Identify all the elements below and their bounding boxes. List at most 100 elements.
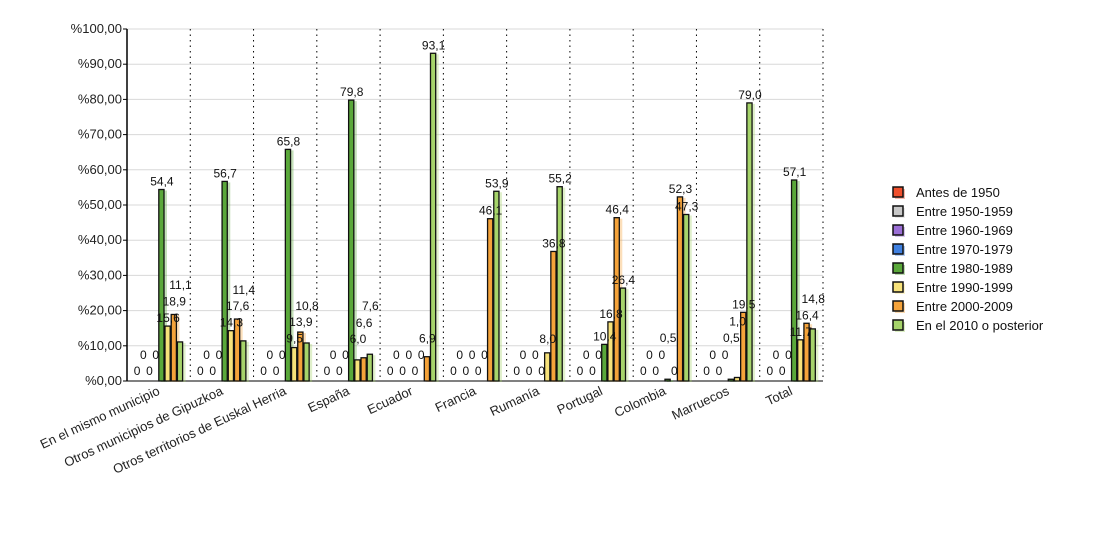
bar (550, 250, 557, 382)
bar (164, 325, 171, 382)
data-label: 17,6 (226, 299, 250, 313)
bar (233, 318, 241, 382)
data-label: 11,7 (790, 325, 813, 339)
data-label: 19,5 (732, 297, 756, 311)
bar (740, 311, 747, 382)
x-tick-label: España (305, 383, 352, 416)
bar (613, 217, 620, 382)
data-label: 0 (336, 364, 343, 378)
data-label: 47,3 (675, 200, 699, 214)
data-label: 0 (456, 348, 463, 362)
data-label: 16,8 (599, 307, 623, 321)
data-label: 10,4 (593, 329, 617, 343)
legend-swatch (892, 205, 904, 217)
bar (176, 341, 184, 382)
legend-label: Entre 1970-1979 (916, 242, 1013, 257)
bar (733, 376, 741, 382)
data-label: 0 (134, 364, 141, 378)
data-label: 10,8 (295, 299, 319, 313)
data-label: 0 (399, 364, 406, 378)
bar (493, 190, 500, 382)
data-label: 26,4 (612, 273, 636, 287)
data-label: 53,9 (485, 176, 509, 190)
data-label: 0,5 (660, 331, 677, 345)
data-label: 0 (216, 348, 223, 362)
data-label: 18,9 (163, 294, 187, 308)
data-label: 11,4 (233, 283, 256, 297)
data-label: 56,7 (213, 166, 237, 180)
legend-swatch (892, 224, 904, 236)
data-label: 9,5 (286, 332, 303, 346)
grid (123, 28, 824, 382)
data-labels: 000054,415,618,911,1000056,714,317,611,4… (134, 38, 825, 378)
legend-label: Entre 1950-1959 (916, 204, 1013, 219)
data-label: 0 (197, 364, 204, 378)
data-label: 0 (716, 364, 723, 378)
data-label: 0 (709, 348, 716, 362)
data-label: 0 (342, 348, 349, 362)
legend-swatch (892, 281, 904, 293)
data-label: 0 (703, 364, 710, 378)
data-label: 79,0 (738, 88, 762, 102)
data-label: 0,5 (723, 331, 740, 345)
data-label: 0 (671, 364, 678, 378)
data-label: 0 (766, 364, 773, 378)
bar (803, 322, 810, 382)
x-tick-label: Francia (433, 383, 479, 415)
data-label: 0 (520, 348, 527, 362)
data-label: 65,8 (277, 134, 301, 148)
data-label: 6,9 (419, 332, 436, 346)
data-label: 1,0 (729, 314, 746, 328)
data-label: 0 (260, 364, 267, 378)
data-label: 52,3 (669, 182, 693, 196)
data-label: 0 (324, 364, 331, 378)
y-tick-label: %20,00 (78, 303, 122, 318)
bar (221, 180, 228, 382)
bar (664, 378, 671, 382)
bar (797, 339, 804, 382)
legend-label: Antes de 1950 (916, 185, 1000, 200)
bar (556, 186, 563, 382)
y-tick-label: %30,00 (78, 267, 122, 282)
bars (158, 52, 819, 383)
y-tick-label: %10,00 (78, 338, 122, 353)
bar (543, 352, 551, 382)
x-tick-label: Colombia (612, 383, 669, 420)
legend-label: Entre 1990-1999 (916, 280, 1013, 295)
bar (297, 331, 304, 382)
data-label: 0 (203, 348, 210, 362)
data-label: 0 (785, 348, 792, 362)
legend-label: Entre 2000-2009 (916, 299, 1013, 314)
bar (727, 378, 735, 382)
data-label: 0 (722, 348, 729, 362)
bar (619, 287, 627, 382)
bar (347, 99, 355, 382)
bar (601, 343, 608, 382)
data-label: 8,0 (539, 332, 556, 346)
legend-swatch (892, 300, 904, 312)
bar (429, 52, 437, 382)
legend: Antes de 1950 Entre 1950-1959 Entre 1960-1… (892, 185, 1044, 333)
bar (158, 188, 165, 382)
data-label: 0 (652, 364, 659, 378)
bar (227, 330, 235, 382)
legend-swatch (892, 319, 904, 331)
data-label: 0 (418, 348, 425, 362)
data-label: 15,6 (156, 311, 180, 325)
bar (790, 179, 798, 382)
data-label: 54,4 (150, 175, 174, 189)
data-label: 0 (595, 348, 602, 362)
bar (303, 342, 310, 382)
bar (354, 359, 361, 382)
bar (290, 346, 298, 382)
bar (240, 340, 247, 382)
bar (676, 196, 684, 382)
data-label: 0 (526, 364, 533, 378)
data-label: 0 (140, 348, 147, 362)
legend-swatch (892, 243, 904, 255)
data-label: 0 (481, 348, 488, 362)
data-label: 0 (589, 364, 596, 378)
y-tick-label: %90,00 (78, 56, 122, 71)
